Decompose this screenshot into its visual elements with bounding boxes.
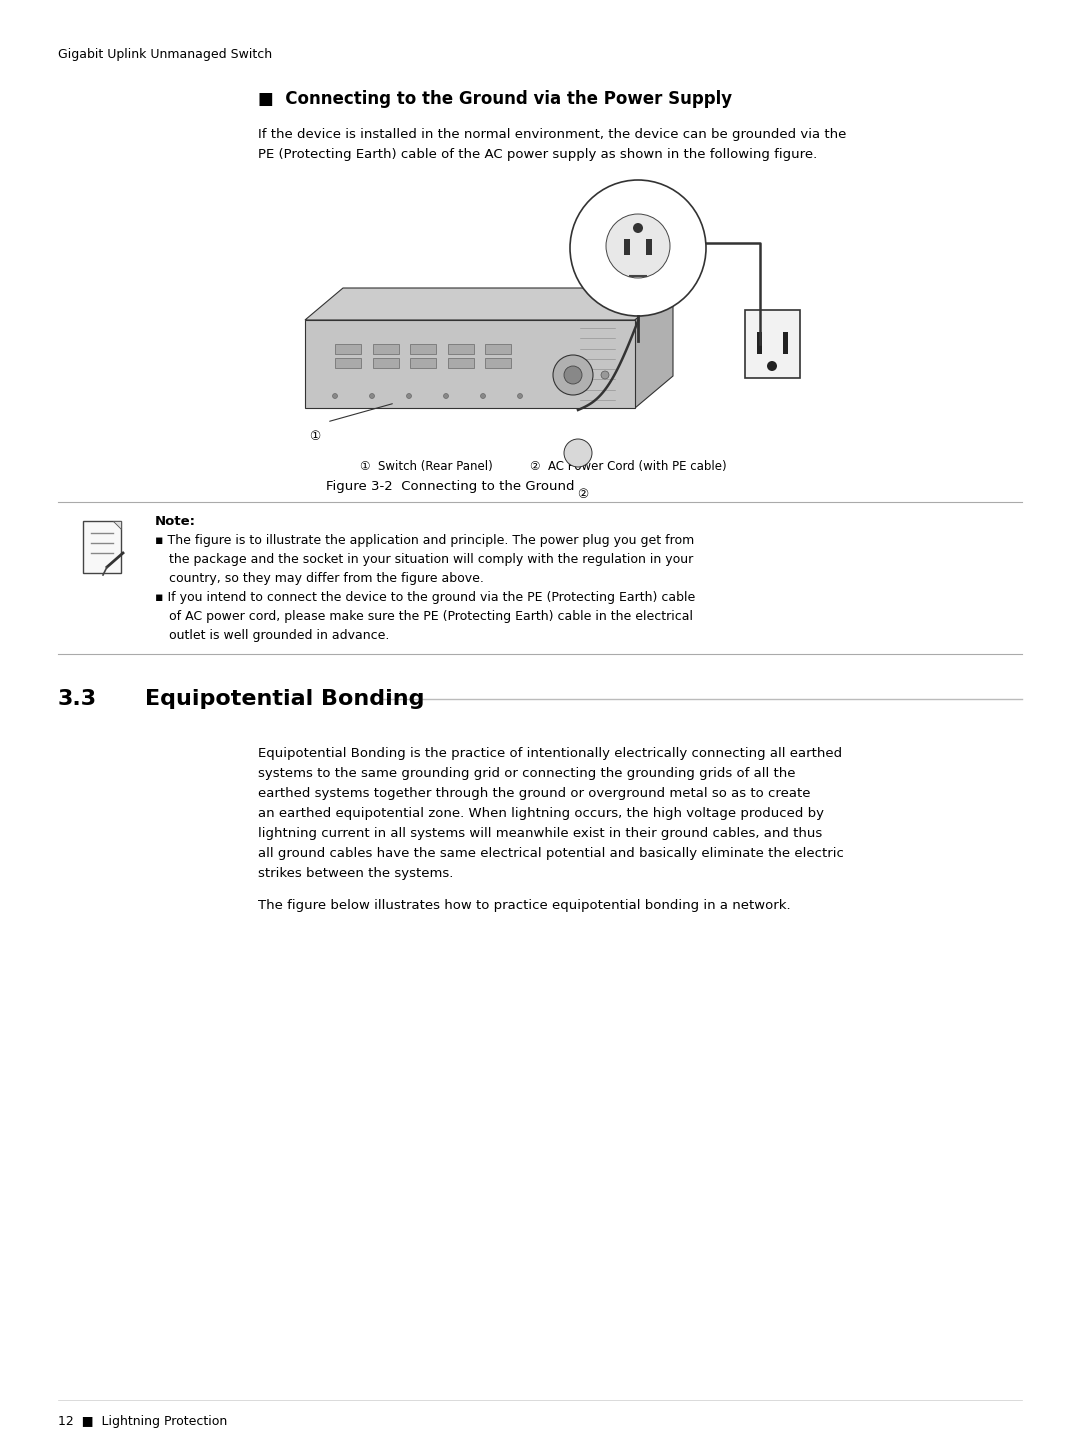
Text: 3.3: 3.3 <box>58 689 97 709</box>
Circle shape <box>481 394 486 398</box>
Text: If the device is installed in the normal environment, the device can be grounded: If the device is installed in the normal… <box>258 128 847 141</box>
Bar <box>335 345 361 353</box>
Text: Gigabit Uplink Unmanaged Switch: Gigabit Uplink Unmanaged Switch <box>58 48 272 61</box>
Text: strikes between the systems.: strikes between the systems. <box>258 867 454 880</box>
Text: The figure below illustrates how to practice equipotential bonding in a network.: The figure below illustrates how to prac… <box>258 898 791 911</box>
Polygon shape <box>305 288 673 320</box>
Text: Equipotential Bonding is the practice of intentionally electrically connecting a: Equipotential Bonding is the practice of… <box>258 747 842 760</box>
Bar <box>410 345 436 353</box>
Circle shape <box>517 394 523 398</box>
Text: 12  ■  Lightning Protection: 12 ■ Lightning Protection <box>58 1415 227 1428</box>
Bar <box>410 358 436 368</box>
Text: ②: ② <box>578 487 589 500</box>
Text: earthed systems together through the ground or overground metal so as to create: earthed systems together through the gro… <box>258 787 810 800</box>
Text: Note:: Note: <box>156 515 195 528</box>
Text: systems to the same grounding grid or connecting the grounding grids of all the: systems to the same grounding grid or co… <box>258 767 796 780</box>
Text: ▪ The figure is to illustrate the application and principle. The power plug you : ▪ The figure is to illustrate the applic… <box>156 534 694 547</box>
Text: Figure 3-2  Connecting to the Ground: Figure 3-2 Connecting to the Ground <box>326 480 575 493</box>
Text: outlet is well grounded in advance.: outlet is well grounded in advance. <box>168 629 390 642</box>
Text: ①: ① <box>309 430 321 443</box>
Text: ②  AC Power Cord (with PE cable): ② AC Power Cord (with PE cable) <box>530 460 727 473</box>
Polygon shape <box>113 521 121 529</box>
Text: all ground cables have the same electrical potential and basically eliminate the: all ground cables have the same electric… <box>258 846 843 859</box>
Text: an earthed equipotential zone. When lightning occurs, the high voltage produced : an earthed equipotential zone. When ligh… <box>258 808 824 820</box>
Bar <box>485 358 511 368</box>
Circle shape <box>564 438 592 467</box>
Bar <box>646 239 652 255</box>
Text: Equipotential Bonding: Equipotential Bonding <box>145 689 424 709</box>
Bar <box>305 320 635 408</box>
Circle shape <box>570 180 706 316</box>
Bar <box>335 358 361 368</box>
Text: ■  Connecting to the Ground via the Power Supply: ■ Connecting to the Ground via the Power… <box>258 89 732 108</box>
Text: the package and the socket in your situation will comply with the regulation in : the package and the socket in your situa… <box>168 552 693 567</box>
Text: lightning current in all systems will meanwhile exist in their ground cables, an: lightning current in all systems will me… <box>258 828 822 841</box>
Polygon shape <box>635 288 673 408</box>
Circle shape <box>406 394 411 398</box>
Bar <box>757 332 762 353</box>
Circle shape <box>333 394 337 398</box>
Bar <box>624 239 630 255</box>
Text: country, so they may differ from the figure above.: country, so they may differ from the fig… <box>168 572 484 585</box>
Bar <box>783 332 788 353</box>
Bar <box>447 358 473 368</box>
Circle shape <box>633 224 643 234</box>
Bar <box>485 345 511 353</box>
Circle shape <box>369 394 375 398</box>
Circle shape <box>444 394 448 398</box>
Bar <box>447 345 473 353</box>
Bar <box>83 521 121 572</box>
Circle shape <box>564 366 582 384</box>
Circle shape <box>767 360 777 371</box>
Circle shape <box>553 355 593 395</box>
Text: ①  Switch (Rear Panel): ① Switch (Rear Panel) <box>360 460 492 473</box>
Text: ▪ If you intend to connect the device to the ground via the PE (Protecting Earth: ▪ If you intend to connect the device to… <box>156 591 696 604</box>
Circle shape <box>600 371 609 379</box>
Bar <box>373 358 399 368</box>
Circle shape <box>606 213 670 278</box>
Bar <box>373 345 399 353</box>
Text: of AC power cord, please make sure the PE (Protecting Earth) cable in the electr: of AC power cord, please make sure the P… <box>168 610 693 623</box>
Text: PE (Protecting Earth) cable of the AC power supply as shown in the following fig: PE (Protecting Earth) cable of the AC po… <box>258 149 818 162</box>
Bar <box>745 310 800 378</box>
